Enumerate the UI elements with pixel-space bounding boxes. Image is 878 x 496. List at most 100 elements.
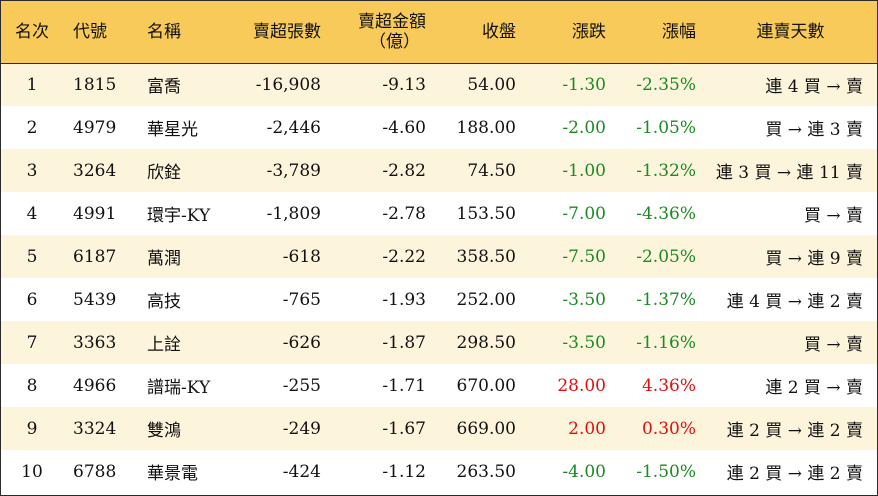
table-body: 1 1815 富喬 -16,908 -9.13 54.00 -1.30 -2.3… xyxy=(1,63,877,493)
cell-close: 670.00 xyxy=(456,375,516,396)
cell-sell-lots: -16,908 xyxy=(255,74,321,95)
cell-name: 雙鴻 xyxy=(147,421,181,441)
table-row: 4 4991 環宇-KY -1,809 -2.78 153.50 -7.00 -… xyxy=(1,192,877,235)
table-row: 6 5439 高技 -765 -1.93 252.00 -3.50 -1.37%… xyxy=(1,278,877,321)
cell-sell-lots: -249 xyxy=(282,418,321,439)
cell-code: 1815 xyxy=(73,74,117,95)
header-name: 名稱 xyxy=(133,1,231,64)
header-sell-amount-line1: 賣超金額 xyxy=(358,11,426,32)
cell-rank: 4 xyxy=(26,203,38,224)
cell-rank: 8 xyxy=(26,375,38,396)
cell-sell-streak: 連 4 買 → 賣 xyxy=(765,77,863,98)
cell-code: 3324 xyxy=(73,418,117,439)
cell-sell-streak: 買 → 賣 xyxy=(803,206,863,226)
cell-code: 6187 xyxy=(73,246,117,267)
cell-rank: 7 xyxy=(26,332,38,353)
cell-change-pct: -2.35% xyxy=(636,74,696,95)
cell-sell-lots: -2,446 xyxy=(266,117,321,138)
cell-rank: 9 xyxy=(26,418,38,439)
cell-change: -1.00 xyxy=(562,160,606,181)
cell-sell-streak: 買 → 連 9 賣 xyxy=(765,249,863,269)
table-header-row: 名次 代號 名稱 賣超張數 賣超金額 （億） 收盤 漲跌 漲幅 連賣天數 xyxy=(1,1,877,64)
table-row: 3 3264 欣銓 -3,789 -2.82 74.50 -1.00 -1.32… xyxy=(1,149,877,192)
cell-change-pct: -1.37% xyxy=(636,289,696,310)
cell-rank: 2 xyxy=(26,117,38,138)
cell-close: 153.50 xyxy=(456,203,516,224)
cell-sell-lots: -424 xyxy=(282,461,321,482)
cell-name: 富喬 xyxy=(147,77,181,98)
cell-name: 環宇-KY xyxy=(147,206,211,226)
header-rank: 名次 xyxy=(1,1,63,64)
cell-change-pct: -4.36% xyxy=(636,203,696,224)
cell-sell-amount: -1.93 xyxy=(382,289,426,310)
cell-rank: 6 xyxy=(26,289,38,310)
cell-sell-amount: -1.71 xyxy=(382,375,426,396)
cell-change-pct: 4.36% xyxy=(641,375,696,396)
cell-sell-streak: 買 → 賣 xyxy=(803,335,863,355)
cell-sell-amount: -9.13 xyxy=(382,74,426,95)
cell-sell-amount: -4.60 xyxy=(382,117,426,138)
table-row: 1 1815 富喬 -16,908 -9.13 54.00 -1.30 -2.3… xyxy=(1,63,877,106)
header-sell-amount-line2: （億） xyxy=(369,31,420,52)
header-change-pct: 漲幅 xyxy=(614,1,704,64)
cell-code: 3363 xyxy=(73,332,117,353)
cell-rank: 3 xyxy=(26,160,38,181)
cell-change: 2.00 xyxy=(568,418,606,439)
cell-code: 5439 xyxy=(73,289,117,310)
cell-rank: 5 xyxy=(26,246,38,267)
header-sell-amount: 賣超金額 （億） xyxy=(329,1,434,64)
cell-change-pct: -1.05% xyxy=(636,117,696,138)
cell-change: -1.30 xyxy=(562,74,606,95)
cell-change: -7.00 xyxy=(562,203,606,224)
table-row: 5 6187 萬潤 -618 -2.22 358.50 -7.50 -2.05%… xyxy=(1,235,877,278)
cell-change: -7.50 xyxy=(562,246,606,267)
cell-code: 4991 xyxy=(73,203,117,224)
cell-change-pct: -1.32% xyxy=(636,160,696,181)
cell-change-pct: -2.05% xyxy=(636,246,696,267)
cell-rank: 10 xyxy=(21,461,43,482)
cell-sell-streak: 連 2 買 → 賣 xyxy=(765,378,863,398)
cell-sell-amount: -2.22 xyxy=(382,246,426,267)
cell-name: 欣銓 xyxy=(147,163,181,183)
cell-change: -3.50 xyxy=(562,289,606,310)
cell-sell-amount: -1.12 xyxy=(382,461,426,482)
cell-close: 54.00 xyxy=(467,74,516,95)
cell-change: 28.00 xyxy=(557,375,606,396)
cell-close: 74.50 xyxy=(467,160,516,181)
cell-name: 高技 xyxy=(147,292,181,312)
table-row: 10 6788 華景電 -424 -1.12 263.50 -4.00 -1.5… xyxy=(1,450,877,493)
cell-sell-amount: -2.82 xyxy=(382,160,426,181)
cell-change: -4.00 xyxy=(562,461,606,482)
cell-close: 358.50 xyxy=(456,246,516,267)
table-row: 7 3363 上詮 -626 -1.87 298.50 -3.50 -1.16%… xyxy=(1,321,877,364)
cell-name: 華景電 xyxy=(147,464,198,484)
cell-close: 298.50 xyxy=(456,332,516,353)
cell-sell-lots: -618 xyxy=(282,246,321,267)
cell-name: 上詮 xyxy=(147,335,181,355)
cell-name: 華星光 xyxy=(147,120,198,140)
cell-sell-streak: 連 3 買 → 連 11 賣 xyxy=(715,163,863,183)
header-sell-lots: 賣超張數 xyxy=(231,1,329,64)
cell-change-pct: -1.16% xyxy=(636,332,696,353)
cell-code: 4979 xyxy=(73,117,117,138)
header-close: 收盤 xyxy=(434,1,524,64)
cell-sell-lots: -765 xyxy=(282,289,321,310)
table-row: 9 3324 雙鴻 -249 -1.67 669.00 2.00 0.30% 連… xyxy=(1,407,877,450)
cell-sell-amount: -1.87 xyxy=(382,332,426,353)
cell-sell-streak: 買 → 連 3 賣 xyxy=(765,120,863,140)
cell-change-pct: -1.50% xyxy=(636,461,696,482)
cell-change: -2.00 xyxy=(562,117,606,138)
cell-rank: 1 xyxy=(26,74,38,95)
table-row: 8 4966 譜瑞-KY -255 -1.71 670.00 28.00 4.3… xyxy=(1,364,877,407)
cell-change-pct: 0.30% xyxy=(641,418,696,439)
cell-sell-lots: -626 xyxy=(282,332,321,353)
header-change: 漲跌 xyxy=(524,1,614,64)
cell-sell-streak: 連 4 買 → 連 2 賣 xyxy=(726,292,863,312)
cell-sell-lots: -3,789 xyxy=(266,160,321,181)
cell-close: 669.00 xyxy=(456,418,516,439)
cell-code: 4966 xyxy=(73,375,117,396)
cell-sell-streak: 連 2 買 → 連 2 賣 xyxy=(726,464,863,484)
cell-close: 252.00 xyxy=(456,289,516,310)
header-sell-streak: 連賣天數 xyxy=(704,1,877,64)
